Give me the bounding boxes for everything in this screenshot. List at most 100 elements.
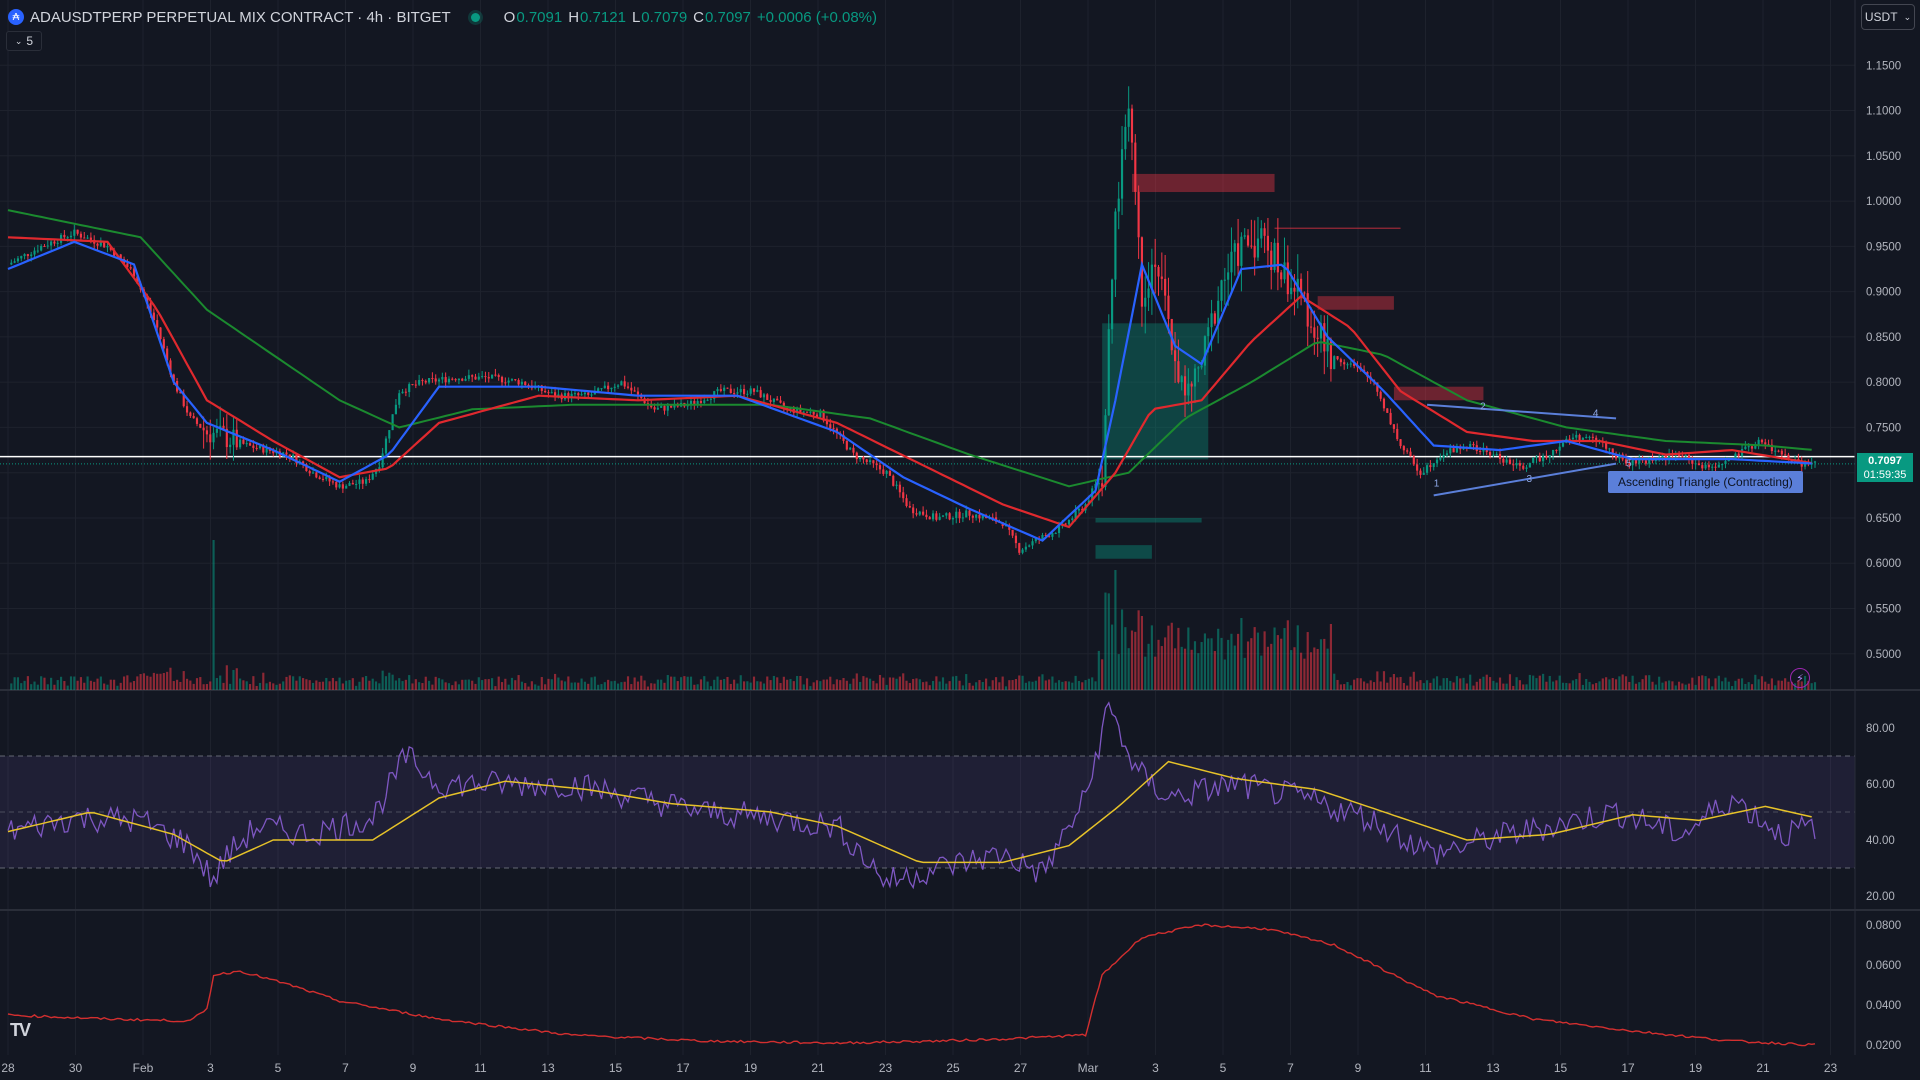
volume-bar	[534, 684, 537, 690]
volume-bar	[577, 682, 580, 690]
candle-body	[182, 393, 185, 407]
volume-bar	[1767, 683, 1770, 690]
indicators-toggle-button[interactable]: ⌄ 5	[6, 31, 42, 51]
price-tick-label: 1.0000	[1866, 196, 1901, 208]
candle-body	[63, 234, 66, 238]
volume-bar	[1051, 676, 1054, 690]
volume-bar	[713, 679, 716, 690]
volume-bar	[626, 676, 630, 690]
volume-bar	[935, 676, 938, 690]
time-tick-label: 15	[609, 1061, 623, 1075]
candle-body	[670, 405, 673, 408]
candle-body	[1309, 326, 1313, 328]
candle-body	[50, 241, 53, 246]
volume-bar	[1160, 646, 1163, 690]
supply-demand-zones	[0, 173, 1855, 559]
volume-bar	[1535, 678, 1538, 690]
volume-bar	[998, 682, 1001, 690]
volume-bar	[1256, 632, 1260, 690]
volume-bar	[1714, 678, 1717, 690]
volume-bar	[305, 679, 308, 690]
volume-bar	[1369, 680, 1372, 690]
candlesticks[interactable]	[10, 86, 1817, 555]
candle-body	[1479, 450, 1482, 452]
time-tick-label: 19	[1689, 1061, 1703, 1075]
volume-bar	[1363, 681, 1366, 690]
volume-bar	[988, 686, 991, 690]
candle-body	[1276, 242, 1279, 273]
candle-body	[335, 482, 338, 488]
volume-bar	[467, 679, 470, 690]
volume-bar	[902, 673, 905, 690]
volume-bar	[1150, 625, 1153, 690]
volume-bar	[640, 675, 643, 690]
zone-box	[1317, 296, 1394, 310]
time-tick-label: 9	[410, 1061, 417, 1075]
symbol-title[interactable]: ADAUSDTPERP PERPETUAL MIX CONTRACT · 4h …	[30, 8, 451, 26]
candle-body	[978, 514, 981, 519]
volume-bar	[613, 680, 616, 690]
volume-bar	[852, 678, 855, 690]
symbol-header[interactable]: ₳ ADAUSDTPERP PERPETUAL MIX CONTRACT · 4…	[8, 7, 877, 27]
volume-bar	[302, 678, 305, 690]
candle-body	[1442, 454, 1445, 458]
volume-bar	[185, 678, 189, 690]
price-tick-label: 0.8000	[1866, 377, 1901, 389]
currency-select[interactable]: USDT ⌄	[1861, 4, 1915, 30]
candle-body	[1207, 327, 1210, 337]
volume-bar	[103, 683, 106, 690]
lightning-icon[interactable]: ⚡	[1790, 668, 1810, 688]
triangle-pattern[interactable]: 1 2 3 4 5	[1427, 401, 1632, 497]
volume-bar	[255, 685, 258, 690]
pattern-label[interactable]: Ascending Triangle (Contracting)	[1608, 471, 1803, 493]
candle-body	[288, 454, 291, 458]
volume-bar	[663, 682, 666, 690]
candle-body	[23, 254, 26, 257]
candle-body	[1213, 313, 1216, 324]
volume-bar	[388, 672, 391, 690]
volume-bar	[1183, 648, 1187, 690]
volume-bar	[1041, 674, 1044, 690]
candle-body	[1210, 313, 1213, 328]
volume-bar	[1677, 681, 1681, 690]
candle-body	[1117, 198, 1120, 212]
volume-bar	[471, 680, 474, 690]
volume-bar	[1101, 659, 1104, 690]
candle-body	[908, 505, 911, 508]
volume-bar	[573, 682, 577, 690]
candle-body	[918, 511, 921, 515]
candle-body	[378, 467, 381, 470]
volume-bar	[504, 678, 507, 690]
candle-body	[411, 384, 414, 386]
candle-body	[852, 447, 855, 453]
candle-body	[1750, 446, 1754, 449]
tradingview-logo[interactable]: TV	[10, 1020, 31, 1040]
candle-body	[255, 447, 258, 449]
volume-bar	[958, 680, 961, 690]
candle-body	[1764, 442, 1767, 445]
candle-body	[136, 276, 139, 284]
zone-box	[1131, 173, 1275, 193]
volume-bar	[461, 679, 464, 690]
volume-bar	[481, 680, 484, 690]
volume-bar	[345, 680, 348, 690]
candle-body	[1694, 463, 1697, 465]
candle-body	[796, 407, 799, 413]
candle-body	[69, 235, 73, 238]
volume-bar	[1200, 642, 1203, 690]
volume-bar	[331, 677, 335, 690]
candle-body	[1721, 464, 1724, 466]
candle-body	[315, 472, 318, 478]
candle-body	[103, 242, 106, 248]
volume-bar	[1416, 681, 1419, 690]
volume-bar	[66, 685, 69, 690]
candle-body	[474, 376, 477, 380]
volume-bar	[985, 678, 988, 690]
volume-bar	[1283, 628, 1286, 690]
volume-bar	[1455, 676, 1458, 690]
candle-body	[1011, 529, 1014, 536]
candle-body	[812, 411, 815, 415]
atr-tick-label: 0.0200	[1866, 1040, 1901, 1052]
volume-bar	[1561, 682, 1565, 690]
